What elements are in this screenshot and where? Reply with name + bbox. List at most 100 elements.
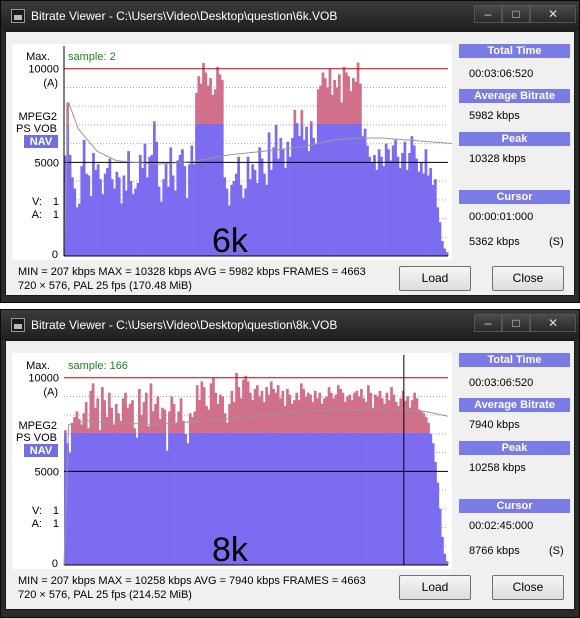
bitrate-bar [371,432,375,565]
bitrate-bar [244,432,248,565]
bitrate-bar-peak [276,385,280,433]
sample-label: sample: 2 [68,51,116,63]
bitrate-bar [355,432,359,565]
bitrate-bar [335,123,339,257]
title-bar[interactable]: Bitrate Viewer - C:\Users\Video\Desktop\… [1,1,579,31]
bitrate-bar-peak [297,400,301,433]
stats-line-2: 720 × 576, PAL 25 fps (170.48 MiB) [18,280,192,292]
bitrate-bar [218,432,222,565]
bitrate-bar [429,433,433,565]
cursor-flag: (S) [549,236,564,248]
close-window-button[interactable]: ✕ [530,5,576,23]
bitrate-bar-peak [311,402,315,433]
bitrate-bar-peak [249,392,252,433]
minimize-button[interactable]: – [474,5,502,23]
bitrate-graph[interactable]: Max. 10000 (A) MPEG2 PS VOB NAV 5000 V: 1 A: 1 0 sam… [12,353,452,569]
bitrate-bar [75,432,79,565]
bitrate-bar [214,432,218,565]
bitrate-bar-peak [198,400,201,433]
bitrate-bar [366,145,369,256]
bitrate-bar [434,462,437,565]
bitrate-bar [91,432,95,565]
bitrate-bar-peak [334,394,338,433]
bitrate-bar [112,432,116,565]
bitrate-bar [420,432,423,565]
bitrate-bar [258,147,262,256]
close-button[interactable]: Close [492,575,564,600]
bitrate-bar [415,432,419,565]
max-value-label: 10000 [28,64,59,76]
bitrate-bar-peak [216,66,219,124]
bitrate-bar-peak [346,396,349,433]
codec-label: MPEG2 [18,420,57,432]
bitrate-bar [321,123,325,257]
bitrate-bar-peak [394,402,398,433]
window-title: Bitrate Viewer - C:\Users\Video\Desktop\… [31,9,338,23]
bitrate-bar-peak [204,72,208,124]
bitrate-bar [241,197,245,256]
bitrate-bar-peak [73,417,76,433]
bitrate-bar [230,432,234,565]
bitrate-bar-peak [392,394,396,433]
bitrate-bar [87,175,91,256]
load-button[interactable]: Load [399,266,471,291]
bitrate-bar [256,182,259,256]
a-unit-label: (A) [43,78,58,90]
bitrate-bar-peak [344,72,348,124]
bitrate-bar-peak [256,385,259,433]
bitrate-bar-peak [64,430,67,433]
bitrate-bar [404,432,407,565]
bitrate-bar [68,452,72,565]
bitrate-bar [431,443,435,565]
bitrate-bar [323,432,326,565]
bitrate-bar [408,432,412,565]
bitrate-bar [156,432,160,565]
maximize-button[interactable]: □ [502,5,530,23]
bitrate-bar-peak [89,390,93,433]
bitrate-bar-peak [356,62,360,124]
bitrate-bar [200,432,204,565]
bitrate-bar-peak [336,385,340,433]
peak-value: 10328 kbps [469,153,526,165]
bitrate-bar [320,432,324,565]
bitrate-bar [169,147,173,256]
bitrate-bar-peak [206,85,210,124]
bitrate-bar [341,432,345,565]
title-bar[interactable]: Bitrate Viewer - C:\Users\Video\Desktop\… [1,310,579,340]
bitrate-bar [370,162,374,256]
close-window-button[interactable]: ✕ [530,314,576,332]
bitrate-bar [256,432,259,565]
bitrate-bar [170,432,174,565]
bitrate-bar [207,432,211,565]
bitrate-bar-peak [82,413,86,433]
bitrate-bar [73,432,76,565]
bitrate-bar-peak [149,383,153,433]
maximize-button[interactable]: □ [502,314,530,332]
minimize-button[interactable]: – [474,314,502,332]
bitrate-bar [94,169,98,256]
bitrate-bar-peak [406,396,410,433]
bitrate-bar [277,158,280,256]
bitrate-bar [234,173,238,256]
bitrate-graph[interactable]: Max. 10000 (A) MPEG2 PS VOB NAV 5000 V: 1 A: 1 0 sam… [12,44,452,260]
bitrate-bar-peak [367,385,370,433]
load-button[interactable]: Load [399,575,471,600]
bitrate-bar [164,164,168,256]
bitrate-bar [101,194,105,256]
bitrate-bar-peak [156,396,160,433]
bitrate-bar [378,432,382,565]
bitrate-bar [413,432,417,565]
codec-label: MPEG2 [18,111,57,123]
bitrate-bar [333,123,337,257]
bitrate-bar [223,432,227,565]
bitrate-bar-peak [359,83,362,124]
bitrate-bar-peak [218,74,222,124]
cursor-flag: (S) [549,545,564,557]
bitrate-bar [213,123,217,257]
bitrate-bar [422,173,425,256]
bitrate-bar-peak [142,402,146,433]
close-button[interactable]: Close [492,266,564,291]
bitrate-bar-peak [304,396,308,433]
